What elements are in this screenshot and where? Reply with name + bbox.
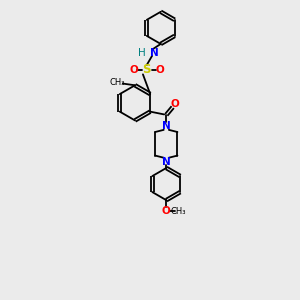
Text: CH₃: CH₃ — [109, 78, 124, 87]
Text: O: O — [171, 99, 180, 109]
Text: S: S — [142, 63, 151, 76]
Text: N: N — [162, 121, 171, 131]
Text: N: N — [162, 157, 171, 166]
Text: O: O — [129, 64, 138, 75]
Text: O: O — [162, 206, 171, 216]
Text: CH₃: CH₃ — [171, 207, 187, 216]
Text: O: O — [156, 64, 164, 75]
Text: N: N — [150, 47, 159, 58]
Text: H: H — [137, 47, 145, 58]
